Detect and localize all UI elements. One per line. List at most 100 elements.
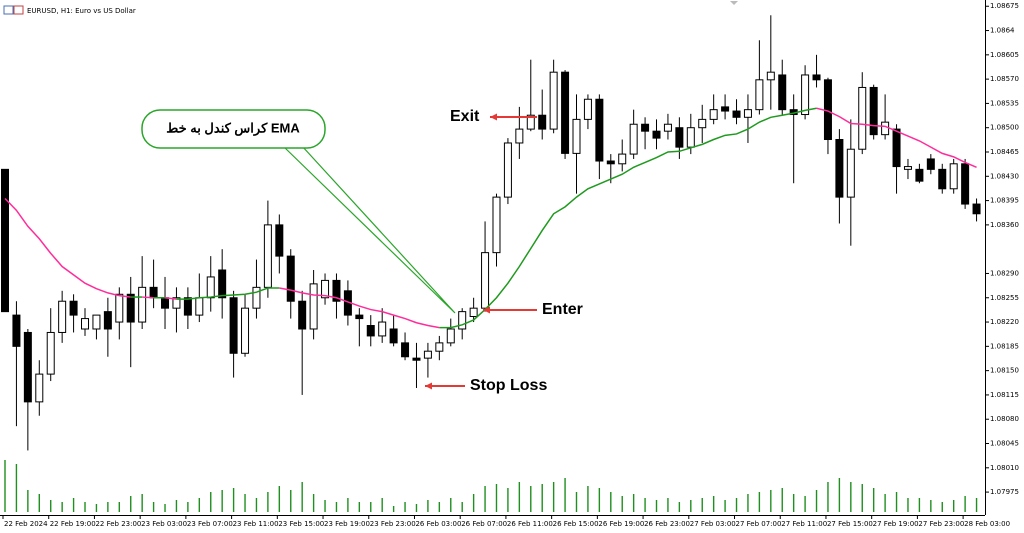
candle-body <box>961 163 970 205</box>
candle-body <box>183 297 192 316</box>
candle-body <box>252 286 261 309</box>
candle-body <box>572 118 581 154</box>
candle-body <box>263 224 272 288</box>
candle-body <box>743 109 752 118</box>
x-tick-label: 26 Feb 11:00 <box>507 520 553 528</box>
candle-body <box>972 203 981 215</box>
candle-body <box>286 255 295 302</box>
y-tick-label: 1.08535 <box>990 99 1019 107</box>
x-tick-label: 23 Feb 11:00 <box>233 520 279 528</box>
candle-body <box>241 307 250 354</box>
candle-body <box>206 276 215 299</box>
y-tick-label: 1.08290 <box>990 269 1019 277</box>
x-tick-label: 23 Feb 07:00 <box>187 520 233 528</box>
candle-body <box>229 297 238 354</box>
candle-body <box>23 331 32 403</box>
annotations-layer: کراس کندل به خط EMA Exit Enter Stop Loss <box>141 108 583 394</box>
x-tick-label: 22 Feb 19:00 <box>50 520 96 528</box>
y-tick-label: 1.08605 <box>990 51 1019 59</box>
arrow-head <box>483 306 490 314</box>
candle-body <box>606 160 615 165</box>
candle-body <box>446 328 455 344</box>
candle-body <box>721 106 730 112</box>
candle-body <box>663 123 672 132</box>
candle-body <box>801 74 810 116</box>
candle-body <box>69 300 78 316</box>
callout-box <box>141 109 326 149</box>
candle-body <box>309 283 318 330</box>
symbol-icon <box>3 5 14 15</box>
candle-body <box>218 269 227 299</box>
candle-body <box>503 142 512 198</box>
annotation-label: Enter <box>542 301 583 318</box>
candle-body <box>755 79 764 111</box>
candle-body <box>92 314 101 330</box>
arrow-head <box>490 113 497 121</box>
candle-body <box>858 86 867 150</box>
candle-body <box>641 123 650 132</box>
candle-body <box>58 300 67 333</box>
candle-body <box>538 114 547 130</box>
candle-body <box>161 297 170 309</box>
x-tick-label: 23 Feb 23:00 <box>370 520 416 528</box>
candle-body <box>949 163 958 190</box>
x-tick-label: 28 Feb 03:00 <box>964 520 1010 528</box>
candle-body <box>583 98 592 120</box>
candle-body <box>138 286 147 323</box>
ema-line <box>176 287 280 300</box>
y-tick-label: 1.08430 <box>990 172 1019 180</box>
candle-body <box>698 118 707 129</box>
x-tick-label: 27 Feb 19:00 <box>873 520 919 528</box>
ema-line <box>279 287 440 329</box>
candle-body <box>732 110 741 118</box>
candle-body <box>378 321 387 337</box>
y-tick-label: 1.08045 <box>990 440 1019 448</box>
arrow-head <box>425 382 432 390</box>
candle-body <box>469 307 478 317</box>
candle-body <box>332 279 341 302</box>
candle-body <box>275 224 284 257</box>
candle-body <box>149 286 158 299</box>
ema-line <box>439 107 817 329</box>
ema-layer <box>4 107 977 329</box>
candle-body <box>1 168 9 313</box>
candle-body <box>115 293 124 323</box>
x-tick-label: 27 Feb 23:00 <box>918 520 964 528</box>
candle-body <box>892 128 901 168</box>
ema-line <box>816 107 977 168</box>
y-tick-label: 1.08150 <box>990 367 1019 375</box>
callout-tail <box>282 145 456 314</box>
x-tick-label: 22 Feb 2024 <box>4 520 48 528</box>
candle-body <box>926 158 935 170</box>
candle-body <box>458 311 467 330</box>
candle-body <box>652 130 661 139</box>
candle-body <box>618 153 627 165</box>
candle-body <box>675 127 684 148</box>
x-tick-label: 26 Feb 15:00 <box>553 520 599 528</box>
candle-body <box>515 128 524 144</box>
x-tick-label: 27 Feb 03:00 <box>690 520 736 528</box>
y-tick-label: 1.08570 <box>990 75 1019 83</box>
y-tick-label: 1.08115 <box>990 391 1019 399</box>
y-tick-label: 1.07975 <box>990 488 1019 496</box>
x-tick-label: 26 Feb 03:00 <box>415 520 461 528</box>
x-tick-label: 26 Feb 23:00 <box>644 520 690 528</box>
candle-body <box>103 311 112 330</box>
y-tick-label: 1.08220 <box>990 318 1019 326</box>
candle-body <box>366 325 375 337</box>
x-tick-label: 27 Feb 11:00 <box>781 520 827 528</box>
candle-body <box>835 139 844 198</box>
x-tick-label: 27 Feb 15:00 <box>827 520 873 528</box>
y-tick-label: 1.0864 <box>990 27 1015 35</box>
candle-body <box>35 373 44 403</box>
volume-layer <box>4 460 978 512</box>
y-tick-label: 1.08360 <box>990 221 1019 229</box>
candle-body <box>401 342 410 358</box>
candle-body <box>869 86 878 136</box>
candle-body <box>766 71 775 81</box>
annotation-label: Exit <box>450 108 480 125</box>
shift-marker <box>730 1 738 5</box>
candle-body <box>629 123 638 155</box>
